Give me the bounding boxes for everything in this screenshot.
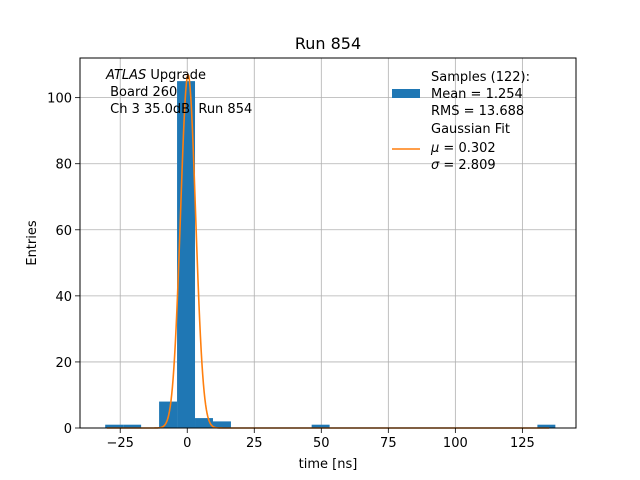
axis-ticks: −25 0 25 50 75 100 125 0 20 40 60 80 100 [47,92,535,451]
run-annotation: ATLAS Upgrade Board 260 Ch 3 35.0dB Run … [105,68,252,117]
plot-frame [79,57,577,429]
legend: Samples (122): Mean = 1.254 RMS = 13.688… [392,70,530,173]
legend-histogram-line-2: Mean = 1.254 [431,87,523,102]
y-tick-label: 40 [55,290,72,305]
x-tick-label: 0 [183,436,191,451]
x-tick-label: −25 [106,436,133,451]
y-tick-label: 100 [47,92,72,107]
chart-title: Run 854 [295,34,361,53]
legend-fit-line-1: Gaussian Fit [431,122,510,137]
y-tick-label: 80 [55,158,72,173]
atlas-label: ATLAS [105,68,146,83]
y-axis-label: Entries [25,220,40,266]
histogram-bar [212,421,231,428]
y-tick-label: 60 [55,224,72,239]
histogram-bar [537,424,556,428]
x-tick-label: 25 [246,436,263,451]
x-axis-label: time [ns] [299,457,358,472]
upgrade-label: Upgrade [146,68,206,83]
x-tick-label: 125 [510,436,535,451]
legend-fit-sigma: σ = 2.809 [431,158,496,173]
x-tick-label: 75 [380,436,397,451]
mu-value: = 0.302 [439,141,495,156]
histogram-bar [195,418,213,428]
histogram-bar [123,424,142,428]
legend-histogram-line-3: RMS = 13.688 [431,104,524,119]
histogram-bar [311,424,330,428]
annotation-line-2: Board 260 [106,85,177,100]
legend-fit-mu: μ = 0.302 [430,141,496,156]
mu-symbol: μ [430,141,439,156]
annotation-line-1: ATLAS Upgrade [105,68,206,83]
x-tick-label: 100 [443,436,468,451]
y-tick-label: 20 [55,356,72,371]
sigma-value: = 2.809 [439,158,495,173]
x-tick-label: 50 [313,436,330,451]
annotation-line-3: Ch 3 35.0dB Run 854 [106,102,252,117]
legend-histogram-line-1: Samples (122): [431,70,530,85]
histogram-bar [105,424,124,428]
sigma-symbol: σ [431,158,440,173]
y-tick-label: 0 [64,422,72,437]
grid [80,58,576,429]
legend-histogram-swatch [392,89,420,98]
